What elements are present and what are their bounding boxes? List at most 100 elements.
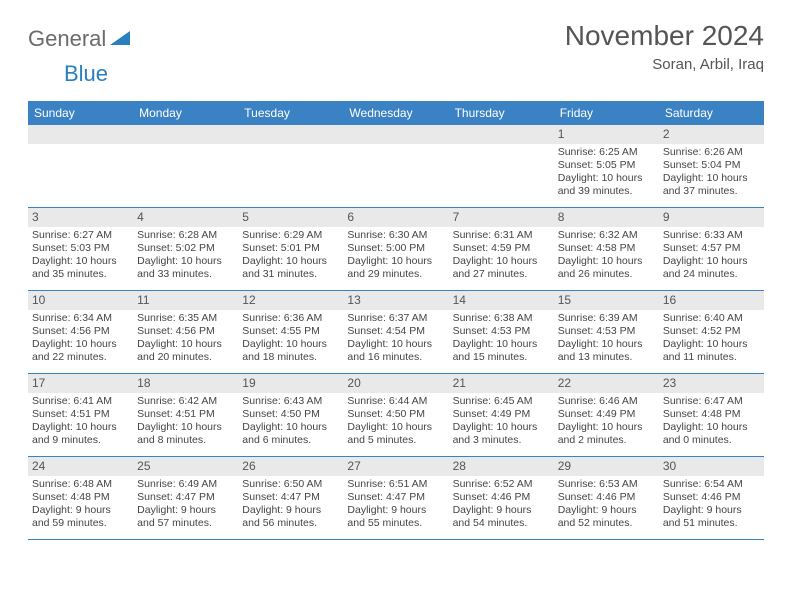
daylight-text: Daylight: 10 hours and 5 minutes.	[347, 421, 444, 447]
day-cell: 23Sunrise: 6:47 AMSunset: 4:48 PMDayligh…	[659, 374, 764, 456]
day-number: 28	[449, 457, 554, 476]
day-number: 17	[28, 374, 133, 393]
day-cell: 15 Sunrise: 6:39 AMSunset: 4:53 PMDayligh…	[554, 291, 659, 373]
day-cell: 7Sunrise: 6:31 AMSunset: 4:59 PMDaylight…	[449, 208, 554, 290]
day-cell: 6Sunrise: 6:30 AMSunset: 5:00 PMDaylight…	[343, 208, 448, 290]
day-info: Sunrise: 6:27 AMSunset: 5:03 PMDaylight:…	[28, 229, 133, 286]
sunrise-text: Sunrise: 6:30 AM	[347, 229, 444, 242]
sunrise-text: Sunrise: 6:42 AM	[137, 395, 234, 408]
day-info: Sunrise: 6:54 AMSunset: 4:46 PMDaylight:…	[659, 478, 764, 535]
day-cell: 10Sunrise: 6:34 AMSunset: 4:56 PMDayligh…	[28, 291, 133, 373]
sunrise-text: Sunrise: 6:43 AM	[242, 395, 339, 408]
sunrise-text: Sunrise: 6:40 AM	[663, 312, 760, 325]
sunrise-text: Sunrise: 6:28 AM	[137, 229, 234, 242]
daylight-text: Daylight: 10 hours and 20 minutes.	[137, 338, 234, 364]
sunrise-text: Sunrise: 6:26 AM	[663, 146, 760, 159]
daylight-text: Daylight: 10 hours and 16 minutes.	[347, 338, 444, 364]
day-cell: 2Sunrise: 6:26 AMSunset: 5:04 PMDaylight…	[659, 125, 764, 207]
daylight-text: Daylight: 10 hours and 3 minutes.	[453, 421, 550, 447]
day-info: Sunrise: 6:44 AMSunset: 4:50 PMDaylight:…	[343, 395, 448, 452]
day-info: Sunrise: 6:40 AMSunset: 4:52 PMDaylight:…	[659, 312, 764, 369]
day-number: 27	[343, 457, 448, 476]
day-info: Sunrise: 6:30 AMSunset: 5:00 PMDaylight:…	[343, 229, 448, 286]
sunset-text: Sunset: 4:57 PM	[663, 242, 760, 255]
day-number	[133, 125, 238, 144]
day-cell: 27Sunrise: 6:51 AMSunset: 4:47 PMDayligh…	[343, 457, 448, 539]
daylight-text: Daylight: 10 hours and 18 minutes.	[242, 338, 339, 364]
daylight-text: Daylight: 10 hours and 11 minutes.	[663, 338, 760, 364]
sunset-text: Sunset: 4:46 PM	[453, 491, 550, 504]
sunset-text: Sunset: 4:48 PM	[32, 491, 129, 504]
day-number: 5	[238, 208, 343, 227]
sunset-text: Sunset: 5:02 PM	[137, 242, 234, 255]
sunset-text: Sunset: 4:46 PM	[558, 491, 655, 504]
sunrise-text: Sunrise: 6:34 AM	[32, 312, 129, 325]
week-row: 10Sunrise: 6:34 AMSunset: 4:56 PMDayligh…	[28, 291, 764, 374]
daylight-text: Daylight: 9 hours and 54 minutes.	[453, 504, 550, 530]
day-cell: 9Sunrise: 6:33 AMSunset: 4:57 PMDaylight…	[659, 208, 764, 290]
day-info: Sunrise: 6:36 AMSunset: 4:55 PMDaylight:…	[238, 312, 343, 369]
title-block: November 2024 Soran, Arbil, Iraq	[565, 20, 764, 73]
sunset-text: Sunset: 4:53 PM	[558, 325, 655, 338]
day-header-row: SundayMondayTuesdayWednesdayThursdayFrid…	[28, 101, 764, 125]
daylight-text: Daylight: 10 hours and 15 minutes.	[453, 338, 550, 364]
day-info: Sunrise: 6:37 AMSunset: 4:54 PMDaylight:…	[343, 312, 448, 369]
day-header-friday: Friday	[554, 101, 659, 125]
sunset-text: Sunset: 5:00 PM	[347, 242, 444, 255]
daylight-text: Daylight: 9 hours and 59 minutes.	[32, 504, 129, 530]
sunrise-text: Sunrise: 6:50 AM	[242, 478, 339, 491]
day-cell: 25Sunrise: 6:49 AMSunset: 4:47 PMDayligh…	[133, 457, 238, 539]
sunrise-text: Sunrise: 6:54 AM	[663, 478, 760, 491]
day-cell: 8Sunrise: 6:32 AMSunset: 4:58 PMDaylight…	[554, 208, 659, 290]
day-cell: 16 Sunrise: 6:40 AMSunset: 4:52 PMDayligh…	[659, 291, 764, 373]
daylight-text: Daylight: 9 hours and 51 minutes.	[663, 504, 760, 530]
sunset-text: Sunset: 4:49 PM	[453, 408, 550, 421]
sunrise-text: Sunrise: 6:47 AM	[663, 395, 760, 408]
sunrise-text: Sunrise: 6:31 AM	[453, 229, 550, 242]
sunset-text: Sunset: 4:48 PM	[663, 408, 760, 421]
day-cell: 5Sunrise: 6:29 AMSunset: 5:01 PMDaylight…	[238, 208, 343, 290]
day-cell: 19Sunrise: 6:43 AMSunset: 4:50 PMDayligh…	[238, 374, 343, 456]
day-info: Sunrise: 6:39 AMSunset: 4:53 PMDaylight:…	[554, 312, 659, 369]
brand-logo: General	[28, 26, 132, 52]
day-info: Sunrise: 6:32 AMSunset: 4:58 PMDaylight:…	[554, 229, 659, 286]
daylight-text: Daylight: 10 hours and 6 minutes.	[242, 421, 339, 447]
sunrise-text: Sunrise: 6:51 AM	[347, 478, 444, 491]
empty-day-cell	[343, 125, 448, 207]
sunrise-text: Sunrise: 6:46 AM	[558, 395, 655, 408]
daylight-text: Daylight: 9 hours and 57 minutes.	[137, 504, 234, 530]
day-number: 10	[28, 291, 133, 310]
daylight-text: Daylight: 10 hours and 0 minutes.	[663, 421, 760, 447]
day-cell: 17Sunrise: 6:41 AMSunset: 4:51 PMDayligh…	[28, 374, 133, 456]
day-info: Sunrise: 6:48 AMSunset: 4:48 PMDaylight:…	[28, 478, 133, 535]
day-number: 15	[554, 291, 659, 310]
sunset-text: Sunset: 4:46 PM	[663, 491, 760, 504]
day-number: 16	[659, 291, 764, 310]
empty-day-cell	[238, 125, 343, 207]
day-info: Sunrise: 6:26 AMSunset: 5:04 PMDaylight:…	[659, 146, 764, 203]
empty-day-cell	[28, 125, 133, 207]
daylight-text: Daylight: 10 hours and 37 minutes.	[663, 172, 760, 198]
sunset-text: Sunset: 4:49 PM	[558, 408, 655, 421]
day-cell: 20Sunrise: 6:44 AMSunset: 4:50 PMDayligh…	[343, 374, 448, 456]
sunset-text: Sunset: 4:50 PM	[347, 408, 444, 421]
day-number: 18	[133, 374, 238, 393]
day-number: 14	[449, 291, 554, 310]
day-header-thursday: Thursday	[449, 101, 554, 125]
sunset-text: Sunset: 4:59 PM	[453, 242, 550, 255]
sunset-text: Sunset: 4:56 PM	[137, 325, 234, 338]
day-number: 21	[449, 374, 554, 393]
sunset-text: Sunset: 4:47 PM	[137, 491, 234, 504]
day-number: 9	[659, 208, 764, 227]
daylight-text: Daylight: 10 hours and 27 minutes.	[453, 255, 550, 281]
sunset-text: Sunset: 4:51 PM	[137, 408, 234, 421]
day-info: Sunrise: 6:28 AMSunset: 5:02 PMDaylight:…	[133, 229, 238, 286]
sunrise-text: Sunrise: 6:45 AM	[453, 395, 550, 408]
day-header-wednesday: Wednesday	[343, 101, 448, 125]
page-title: November 2024	[565, 20, 764, 52]
sunset-text: Sunset: 4:58 PM	[558, 242, 655, 255]
weeks-container: 1Sunrise: 6:25 AMSunset: 5:05 PMDaylight…	[28, 125, 764, 540]
day-info: Sunrise: 6:46 AMSunset: 4:49 PMDaylight:…	[554, 395, 659, 452]
sunset-text: Sunset: 4:52 PM	[663, 325, 760, 338]
day-number	[238, 125, 343, 144]
